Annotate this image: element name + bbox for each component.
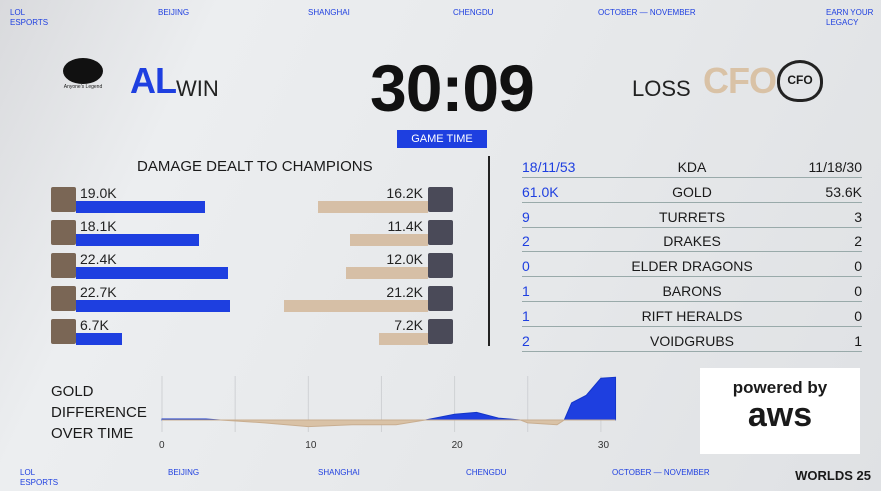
stat-row: 9 TURRETS 3	[522, 206, 862, 228]
stat-row: 1 RIFT HERALDS 0	[522, 305, 862, 327]
game-timer: 30:09	[370, 51, 535, 125]
nav-bottom-item: SHANGHAI	[318, 468, 360, 477]
stat-name: GOLD	[672, 183, 712, 200]
nav-top-item: LOL ESPORTS	[10, 8, 49, 27]
damage-value: 18.1K	[80, 218, 117, 234]
nav-top-item: EARN YOUR LEGACY	[826, 8, 874, 27]
stat-name: VOIDGRUBS	[649, 332, 734, 349]
stat-right: 11/18/30	[808, 159, 862, 175]
stat-left: 9	[522, 208, 530, 225]
stat-row: 0 ELDER DRAGONS 0	[522, 255, 862, 278]
stat-name: ELDER DRAGONS	[631, 258, 753, 275]
right-team-name: CFO	[703, 60, 777, 101]
worlds-logo: WORLDS 25	[795, 468, 871, 483]
gold-chart-title: GOLD DIFFERENCE OVER TIME	[51, 383, 147, 442]
x-tick-label: 30	[598, 440, 610, 451]
damage-bar	[346, 267, 428, 279]
stat-right: 0	[854, 258, 862, 275]
x-tick-label: 0	[159, 440, 165, 451]
stat-right: 0	[854, 307, 862, 324]
stat-row: 61.0K GOLD 53.6K	[522, 181, 862, 203]
stat-left: 18/11/53	[522, 159, 576, 175]
left-team-name: AL	[130, 60, 177, 101]
damage-value: 21.2K	[386, 284, 423, 300]
damage-value: 11.4K	[387, 218, 423, 234]
gold-area-al	[161, 376, 617, 421]
stat-left: 1	[522, 307, 530, 324]
champion-portrait	[428, 286, 453, 311]
stat-right: 3	[854, 208, 862, 225]
champion-portrait	[428, 187, 453, 212]
cfo-logo: CFO	[777, 60, 823, 102]
stat-left: 1	[522, 283, 530, 299]
nav-bottom-item: LOL ESPORTS	[20, 468, 59, 487]
nav-bottom-item: BEIJING	[168, 468, 200, 477]
champion-portrait	[428, 253, 453, 278]
stat-right: 1	[854, 332, 862, 349]
damage-value: 22.4K	[80, 251, 117, 267]
nav-top-item: SHANGHAI	[308, 8, 350, 17]
champion-portrait	[428, 319, 453, 344]
nav-bottom-item: CHENGDU	[466, 468, 507, 477]
stat-right: 53.6K	[825, 183, 862, 200]
damage-bar	[350, 234, 428, 246]
damage-value: 7.2K	[394, 317, 423, 333]
damage-bar	[283, 300, 428, 312]
stat-right: 2	[854, 233, 862, 250]
champion-portrait	[51, 220, 76, 245]
damage-value: 12.0K	[386, 251, 423, 267]
stat-left: 0	[522, 258, 530, 275]
champion-portrait	[428, 220, 453, 245]
damage-bar	[76, 300, 231, 312]
game-time-label: GAME TIME	[397, 130, 487, 148]
nav-top-item: CHENGDU	[453, 8, 494, 17]
stat-left: 2	[522, 332, 530, 349]
nav-bottom-item: OCTOBER — NOVEMBER	[612, 468, 710, 477]
x-tick-label: 20	[452, 440, 464, 451]
stat-left: 2	[522, 233, 530, 250]
right-team-result: LOSS	[632, 76, 691, 101]
damage-value: 6.7K	[80, 317, 109, 333]
stat-left: 61.0K	[522, 183, 559, 200]
left-team-result: WIN	[176, 76, 219, 101]
aws-sponsor: powered by aws	[700, 368, 860, 454]
champion-portrait	[51, 253, 76, 278]
damage-value: 22.7K	[80, 284, 117, 300]
damage-bar	[76, 333, 122, 345]
x-tick-label: 10	[305, 440, 317, 451]
stat-row: 2 DRAKES 2	[522, 230, 862, 253]
stat-name: RIFT HERALDS	[641, 307, 743, 324]
stat-name: KDA	[677, 159, 707, 175]
damage-value: 16.2K	[386, 185, 423, 201]
stat-name: DRAKES	[663, 233, 721, 250]
damage-value: 19.0K	[80, 185, 117, 201]
stat-row: 18/11/53 KDA 11/18/30	[522, 156, 862, 178]
damage-title: DAMAGE DEALT TO CHAMPIONS	[137, 158, 373, 175]
stat-right: 0	[854, 283, 862, 299]
al-logo: Anyone's Legend	[58, 58, 108, 102]
champion-portrait	[51, 319, 76, 344]
damage-bar	[76, 234, 200, 246]
damage-bar	[379, 333, 428, 345]
nav-top-item: OCTOBER — NOVEMBER	[598, 8, 696, 17]
champion-portrait	[51, 187, 76, 212]
divider	[488, 156, 490, 346]
nav-top-item: BEIJING	[158, 8, 190, 17]
damage-bar	[76, 201, 206, 213]
stat-row: 2 VOIDGRUBS 1	[522, 330, 862, 352]
gold-area-cfo	[162, 419, 616, 428]
damage-bar	[317, 201, 428, 213]
stat-name: TURRETS	[658, 208, 726, 225]
champion-portrait	[51, 286, 76, 311]
stat-row: 1 BARONS 0	[522, 280, 862, 302]
stat-name: BARONS	[662, 283, 722, 299]
damage-bar	[76, 267, 229, 279]
